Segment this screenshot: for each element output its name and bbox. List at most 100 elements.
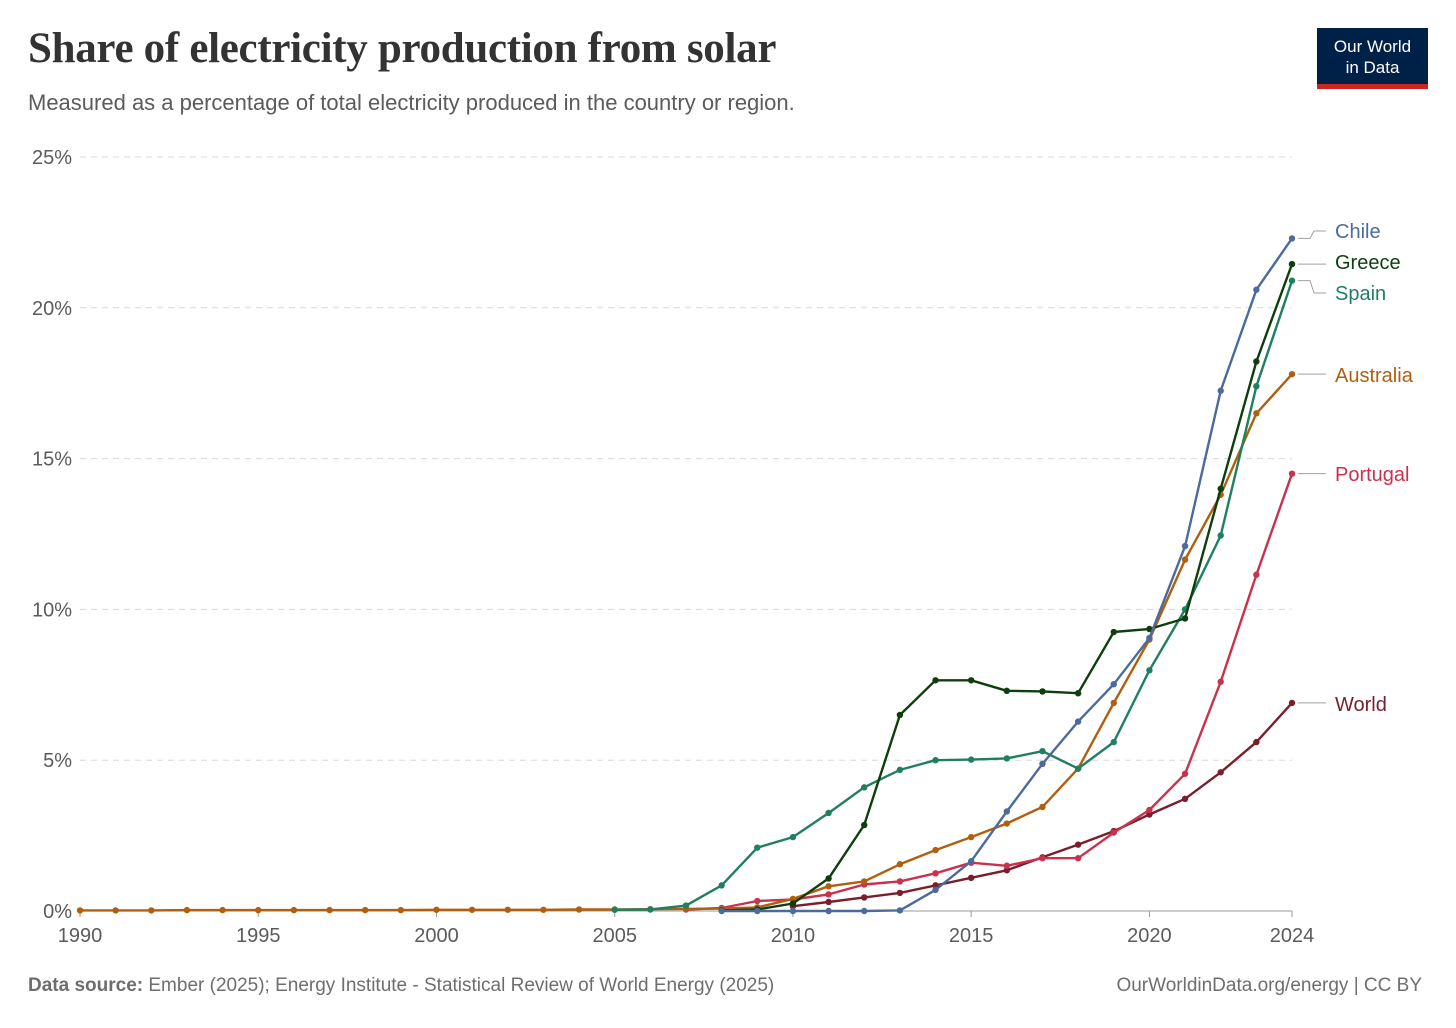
x-tick-label-1995: 1995	[236, 925, 281, 947]
data-point-chile-2013	[896, 907, 904, 914]
data-point-chile-2016	[1003, 808, 1011, 815]
line-chart: 0% 5% 10% 15% 20% 25% 1990 1995 2000 2005 2010 2015…	[32, 147, 1414, 947]
data-point-greece-2022	[1217, 485, 1224, 492]
data-point-portugal-2024	[1288, 470, 1296, 477]
data-point-world-2014	[932, 882, 939, 889]
data-point-portugal-2020	[1146, 806, 1153, 814]
series-line-portugal	[685, 473, 1294, 911]
data-point-australia-1994	[219, 906, 226, 914]
data-point-australia-2014	[932, 846, 939, 854]
data-point-portugal-2017	[1039, 855, 1046, 862]
data-point-greece-2013	[896, 711, 904, 719]
data-point-australia-1999	[397, 906, 405, 914]
data-point-greece-2016	[1003, 687, 1011, 695]
data-point-chile-2021	[1181, 542, 1189, 550]
data-point-australia-1996	[290, 906, 298, 914]
data-point-portugal-2021	[1181, 770, 1189, 777]
data-source-text: Ember (2025); Energy Institute - Statist…	[143, 975, 775, 996]
data-point-greece-2024	[1288, 260, 1296, 268]
data-point-australia-2003	[540, 906, 547, 913]
data-point-spain-2005	[611, 906, 618, 913]
data-point-chile-2017	[1039, 760, 1046, 768]
y-tick-label-25: 25%	[32, 147, 72, 169]
data-point-portugal-2023	[1253, 571, 1260, 578]
logo-line-2: in Data	[1345, 58, 1400, 77]
series-label-world: World	[1335, 694, 1387, 716]
data-point-greece-2015	[967, 677, 975, 684]
series-label-chile: Chile	[1335, 221, 1381, 243]
series-label-greece: Greece	[1335, 252, 1401, 274]
data-point-spain-2023	[1253, 383, 1260, 390]
data-point-chile-2018	[1074, 718, 1082, 725]
data-point-australia-2019	[1110, 699, 1117, 707]
data-point-spain-2006	[647, 906, 654, 913]
data-point-chile-2020	[1146, 634, 1153, 642]
label-layer: World Portugal Australia Spain Greece Chile	[1298, 221, 1414, 716]
data-point-portugal-2022	[1217, 678, 1224, 685]
data-point-spain-2011	[825, 809, 832, 817]
data-point-chile-2014	[932, 886, 939, 894]
data-point-portugal-2016	[1003, 862, 1011, 869]
data-point-spain-2010	[789, 833, 797, 841]
x-tick-label-2015: 2015	[949, 925, 994, 947]
y-tick-label-15: 15%	[32, 449, 72, 471]
data-point-world-2020	[1146, 811, 1153, 818]
data-point-australia-2012	[861, 878, 868, 885]
data-point-australia-1995	[255, 906, 262, 914]
data-point-australia-2023	[1253, 410, 1260, 417]
data-point-world-2024	[1288, 699, 1296, 707]
data-point-world-2011	[825, 898, 832, 906]
x-tick-label-2020: 2020	[1127, 925, 1172, 947]
data-point-chile-2009	[754, 907, 761, 915]
data-point-spain-2013	[896, 766, 904, 774]
data-point-spain-2012	[861, 784, 868, 791]
data-point-australia-1990	[76, 907, 84, 914]
series-label-australia: Australia	[1335, 365, 1414, 387]
x-tick-label-2005: 2005	[592, 925, 637, 947]
y-tick-label-5: 5%	[43, 750, 72, 772]
credit-link[interactable]: OurWorldinData.org/energy | CC BY	[1116, 975, 1422, 996]
label-connector-spain	[1298, 280, 1326, 294]
owid-logo[interactable]: Our World in Data	[1317, 28, 1428, 89]
data-point-australia-2017	[1039, 803, 1046, 811]
data-point-chile-2022	[1217, 387, 1224, 394]
data-point-spain-2014	[932, 757, 939, 764]
y-tick-label-20: 20%	[32, 298, 72, 320]
data-point-australia-2015	[967, 833, 975, 841]
data-source-label: Data source:	[28, 975, 144, 996]
data-point-greece-2019	[1110, 628, 1117, 636]
data-point-world-2012	[861, 894, 868, 901]
series-label-spain: Spain	[1335, 283, 1386, 305]
series-label-portugal: Portugal	[1335, 464, 1410, 486]
data-point-portugal-2018	[1074, 855, 1082, 862]
data-point-world-2013	[896, 889, 904, 897]
data-point-chile-2024	[1288, 235, 1296, 242]
data-point-portugal-2014	[932, 870, 939, 877]
data-point-greece-2020	[1146, 625, 1153, 633]
label-connector-chile	[1298, 230, 1326, 239]
x-tick-label-2024: 2024	[1270, 925, 1315, 947]
data-point-chile-2015	[967, 858, 975, 865]
data-point-world-2023	[1253, 738, 1260, 746]
data-point-australia-2016	[1003, 820, 1011, 827]
data-point-australia-1997	[326, 906, 333, 914]
data-point-spain-2024	[1288, 277, 1296, 284]
data-point-spain-2019	[1110, 738, 1117, 746]
data-point-chile-2023	[1253, 286, 1260, 293]
chart-title: Share of electricity production from sol…	[28, 25, 777, 72]
data-point-spain-2008	[718, 882, 725, 889]
y-tick-label-10: 10%	[32, 599, 72, 621]
data-point-portugal-2019	[1110, 829, 1117, 836]
data-point-greece-2018	[1074, 690, 1082, 697]
data-point-australia-2024	[1288, 370, 1296, 378]
x-tick-label-2000: 2000	[414, 925, 459, 947]
data-point-world-2021	[1181, 795, 1189, 803]
data-point-greece-2021	[1181, 615, 1189, 622]
data-point-spain-2017	[1039, 747, 1046, 755]
series-layer	[76, 235, 1296, 915]
x-tick-label-2010: 2010	[771, 925, 816, 947]
data-point-chile-2011	[825, 907, 832, 915]
data-point-spain-2009	[754, 844, 761, 851]
data-point-spain-2016	[1003, 755, 1011, 762]
chart-subtitle: Measured as a percentage of total electr…	[28, 90, 795, 115]
